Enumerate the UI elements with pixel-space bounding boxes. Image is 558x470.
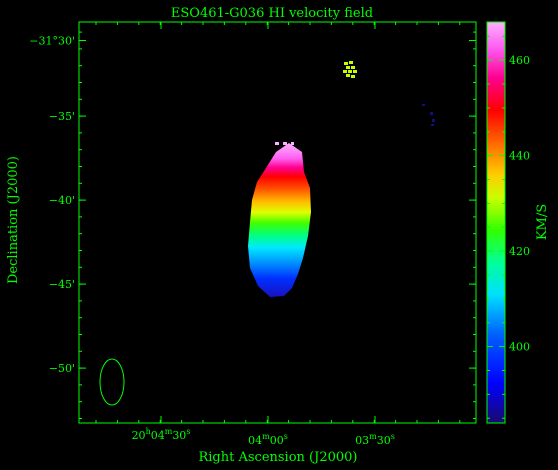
beam-ellipse xyxy=(99,358,125,406)
x-tick-label: 04m00s xyxy=(248,432,288,447)
x-tick-label-part: 30 xyxy=(377,434,391,447)
y-tick-label: −31°30' xyxy=(29,35,75,48)
x-axis-label: Right Ascension (J2000) xyxy=(198,450,357,465)
y-axis-label: Declination (J2000) xyxy=(6,156,21,284)
x-tick-label: 20h04m30s xyxy=(132,427,191,442)
colorbar-tick-label: 400 xyxy=(509,341,530,354)
chart-title: ESO461-G036 HI velocity field xyxy=(171,6,373,21)
colorbar xyxy=(486,21,506,424)
colorbar-ticks: 400 420 440 460 xyxy=(487,35,530,419)
x-tick-label: 03m30s xyxy=(355,432,395,447)
colorbar-tick-label: 440 xyxy=(509,150,530,163)
x-tick-label-part: m xyxy=(369,432,377,441)
x-tick-label-part: m xyxy=(262,432,270,441)
x-tick-label-part: s xyxy=(284,432,288,441)
galaxy-edge-fragment xyxy=(283,142,287,145)
minor-ticks xyxy=(79,22,476,423)
y-tick-label: −40' xyxy=(49,194,75,207)
x-tick-label-part: 20 xyxy=(132,429,146,442)
plot-frame xyxy=(78,21,477,424)
colorbar-tick-label: 460 xyxy=(509,54,530,67)
x-tick-label-part: 00 xyxy=(270,434,284,447)
colorbar-tick-label: 420 xyxy=(509,245,530,258)
galaxy-edge-fragment xyxy=(291,142,294,145)
noise-blob-blue xyxy=(422,104,435,126)
x-tick-label-part: 04 xyxy=(248,434,262,447)
x-tick-label-part: 04 xyxy=(151,429,165,442)
y-tick-label: −45' xyxy=(49,278,75,291)
x-tick-label-part: m xyxy=(165,427,173,436)
colorbar-label: KM/S xyxy=(535,204,550,240)
galaxy-velocity-field xyxy=(248,61,435,297)
x-tick-label-part: h xyxy=(146,427,151,436)
noise-blob-yellow xyxy=(343,61,357,78)
galaxy-edge-fragment xyxy=(275,142,279,145)
x-tick-label-part: 03 xyxy=(355,434,369,447)
x-tick-label-part: s xyxy=(391,432,395,441)
x-tick-label-part: 30 xyxy=(172,429,186,442)
y-tick-label: −50' xyxy=(49,362,75,375)
galaxy-disk xyxy=(248,143,311,297)
x-tick-label-part: s xyxy=(186,427,190,436)
y-tick-label: −35' xyxy=(49,110,75,123)
